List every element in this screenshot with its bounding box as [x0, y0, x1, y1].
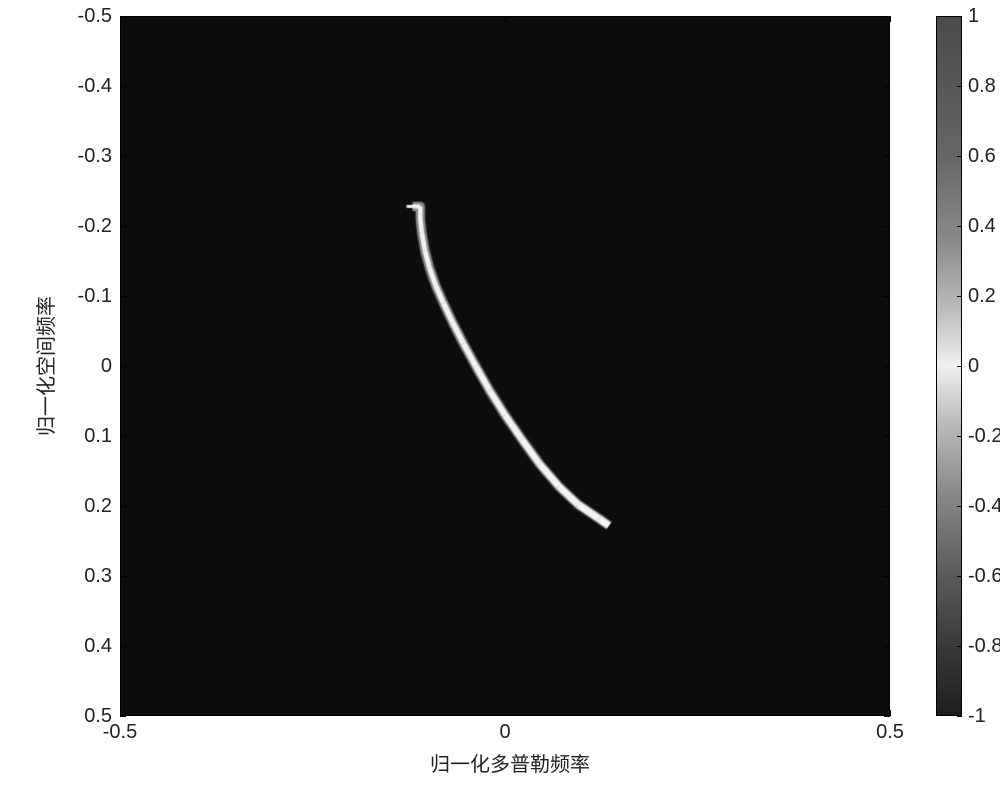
x-tick-label: 0.5 — [860, 722, 920, 742]
y-tick-mark — [120, 226, 126, 227]
y-tick-mark — [120, 576, 126, 577]
y-tick-mark — [120, 296, 126, 297]
y-axis-label: 归一化空间频率 — [30, 296, 59, 436]
y-tick-mark — [884, 716, 890, 717]
y-tick-label: -0.4 — [78, 76, 112, 96]
colorbar-tick-label: -0.8 — [968, 636, 1000, 656]
colorbar-tick-mark — [957, 86, 962, 87]
y-tick-label: -0.3 — [78, 146, 112, 166]
colorbar-tick-mark — [957, 436, 962, 437]
y-tick-mark — [884, 86, 890, 87]
colorbar-tick-mark — [957, 576, 962, 577]
axes-area — [120, 16, 890, 716]
y-tick-mark — [120, 646, 126, 647]
y-tick-mark — [120, 506, 126, 507]
y-tick-label: 0.1 — [84, 426, 112, 446]
y-tick-mark — [884, 506, 890, 507]
figure: 归一化空间频率 归一化多普勒频率 -0.5 -0.4 -0.3 -0.2 -0.1 0 0.… — [0, 0, 1000, 790]
heatmap-plot — [120, 16, 890, 716]
x-tick-mark — [890, 710, 891, 716]
y-tick-mark — [884, 156, 890, 157]
colorbar-tick-label: -0.2 — [968, 426, 1000, 446]
y-tick-mark — [120, 436, 126, 437]
y-tick-mark — [884, 226, 890, 227]
y-tick-label: 0.4 — [84, 636, 112, 656]
colorbar-tick-mark — [957, 16, 962, 17]
x-tick-mark — [120, 16, 121, 22]
y-tick-label: -0.1 — [78, 286, 112, 306]
x-tick-mark — [505, 16, 506, 22]
colorbar-tick-label: 1 — [968, 6, 979, 26]
colorbar-tick-mark — [957, 366, 962, 367]
colorbar-tick-mark — [957, 156, 962, 157]
y-tick-label: -0.5 — [78, 6, 112, 26]
y-tick-label: 0 — [101, 356, 112, 376]
colorbar-tick-mark — [957, 296, 962, 297]
y-tick-mark — [884, 646, 890, 647]
x-tick-mark — [890, 16, 891, 22]
colorbar-tick-label: 0.8 — [968, 76, 996, 96]
y-tick-label: 0.2 — [84, 496, 112, 516]
colorbar-tick-label: -0.4 — [968, 496, 1000, 516]
heatmap-canvas — [120, 16, 890, 716]
y-tick-label: -0.2 — [78, 216, 112, 236]
y-tick-mark — [884, 296, 890, 297]
colorbar-tick-mark — [957, 506, 962, 507]
x-tick-label: 0 — [475, 722, 535, 742]
y-tick-mark — [120, 86, 126, 87]
y-tick-mark — [120, 366, 126, 367]
colorbar-tick-mark — [957, 226, 962, 227]
y-tick-mark — [884, 576, 890, 577]
colorbar-tick-label: -1 — [968, 706, 986, 726]
y-tick-label: 0.3 — [84, 566, 112, 586]
colorbar-tick-mark — [957, 716, 962, 717]
x-tick-mark — [505, 710, 506, 716]
x-axis-label: 归一化多普勒频率 — [430, 748, 590, 777]
colorbar-tick-mark — [957, 646, 962, 647]
colorbar-tick-label: -0.6 — [968, 566, 1000, 586]
colorbar-tick-label: 0.4 — [968, 216, 996, 236]
colorbar-tick-label: 0.6 — [968, 146, 996, 166]
colorbar-tick-label: 0 — [968, 356, 979, 376]
x-tick-label: -0.5 — [90, 722, 150, 742]
y-tick-mark — [120, 716, 126, 717]
y-tick-mark — [884, 436, 890, 437]
y-tick-mark — [884, 366, 890, 367]
x-tick-mark — [120, 710, 121, 716]
colorbar-tick-label: 0.2 — [968, 286, 996, 306]
y-tick-mark — [120, 156, 126, 157]
